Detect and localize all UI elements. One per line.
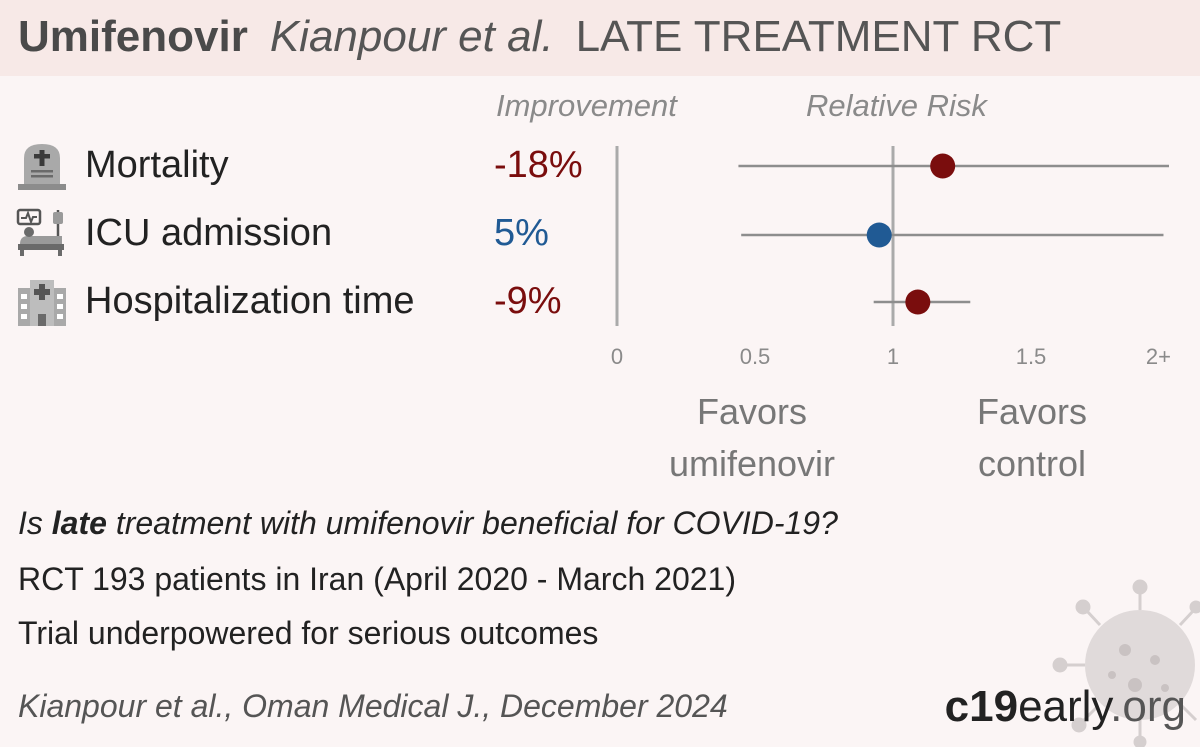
improvement-mortality: -18%: [494, 144, 583, 186]
favors-right-line1: Favors: [976, 391, 1088, 432]
logo-part1: c19: [944, 682, 1019, 731]
logo-part3: .org: [1110, 682, 1186, 731]
point-estimate-0: [930, 153, 956, 179]
relative-risk-column-header: Relative Risk: [806, 88, 987, 123]
question-line: Is late treatment with umifenovir benefi…: [18, 505, 838, 542]
icu-bed-icon: [16, 208, 64, 256]
title-label: LATE TREATMENT RCT: [575, 12, 1062, 61]
outcome-label-mortality: Mortality: [85, 144, 229, 186]
point-estimate-2: [905, 289, 931, 315]
c19early-logo: c19early.org: [945, 682, 1186, 732]
page-title: Umifenovir Kianpour et al. LATE TREATMENT …: [18, 12, 1061, 62]
point-estimate-1: [866, 222, 892, 248]
title-drug: Umifenovir: [18, 12, 248, 61]
outcome-label-hospitalization: Hospitalization time: [85, 280, 415, 322]
improvement-icu: 5%: [494, 212, 549, 254]
title-study: Kianpour et al.: [269, 12, 554, 61]
logo-part2: early: [1018, 682, 1111, 731]
improvement-hospitalization: -9%: [494, 280, 562, 322]
outcome-label-icu: ICU admission: [85, 212, 333, 254]
tombstone-icon: [18, 144, 66, 190]
header-bar: Umifenovir Kianpour et al. LATE TREATMENT …: [0, 0, 1200, 76]
favors-right-line2: control: [977, 443, 1087, 484]
question-pre: Is: [18, 505, 52, 541]
hospital-icon: [18, 280, 66, 326]
forest-plot: 0 0.5 1 1.5 2+: [611, 146, 1171, 369]
power-note-line: Trial underpowered for serious outcomes: [18, 615, 599, 651]
improvement-column-header: Improvement: [496, 88, 677, 123]
x-tick-label-1: 0.5: [740, 344, 771, 369]
favors-control-label: Favors control: [932, 386, 1132, 490]
favors-left-line2: umifenovir: [668, 443, 836, 484]
virus-icon: [1052, 579, 1200, 747]
x-tick-label-3: 1.5: [1016, 344, 1047, 369]
x-tick-label-4: 2+: [1146, 344, 1171, 369]
x-tick-label-2: 1: [887, 344, 899, 369]
x-tick-label-0: 0: [611, 344, 623, 369]
study-summary-line: RCT 193 patients in Iran (April 2020 - M…: [18, 561, 736, 597]
question-post: treatment with umifenovir beneficial for…: [106, 505, 838, 541]
favors-left-line1: Favors: [696, 391, 808, 432]
favors-umifenovir-label: Favors umifenovir: [652, 386, 852, 490]
citation: Kianpour et al., Oman Medical J., Decemb…: [18, 688, 728, 724]
question-bold: late: [51, 505, 107, 541]
